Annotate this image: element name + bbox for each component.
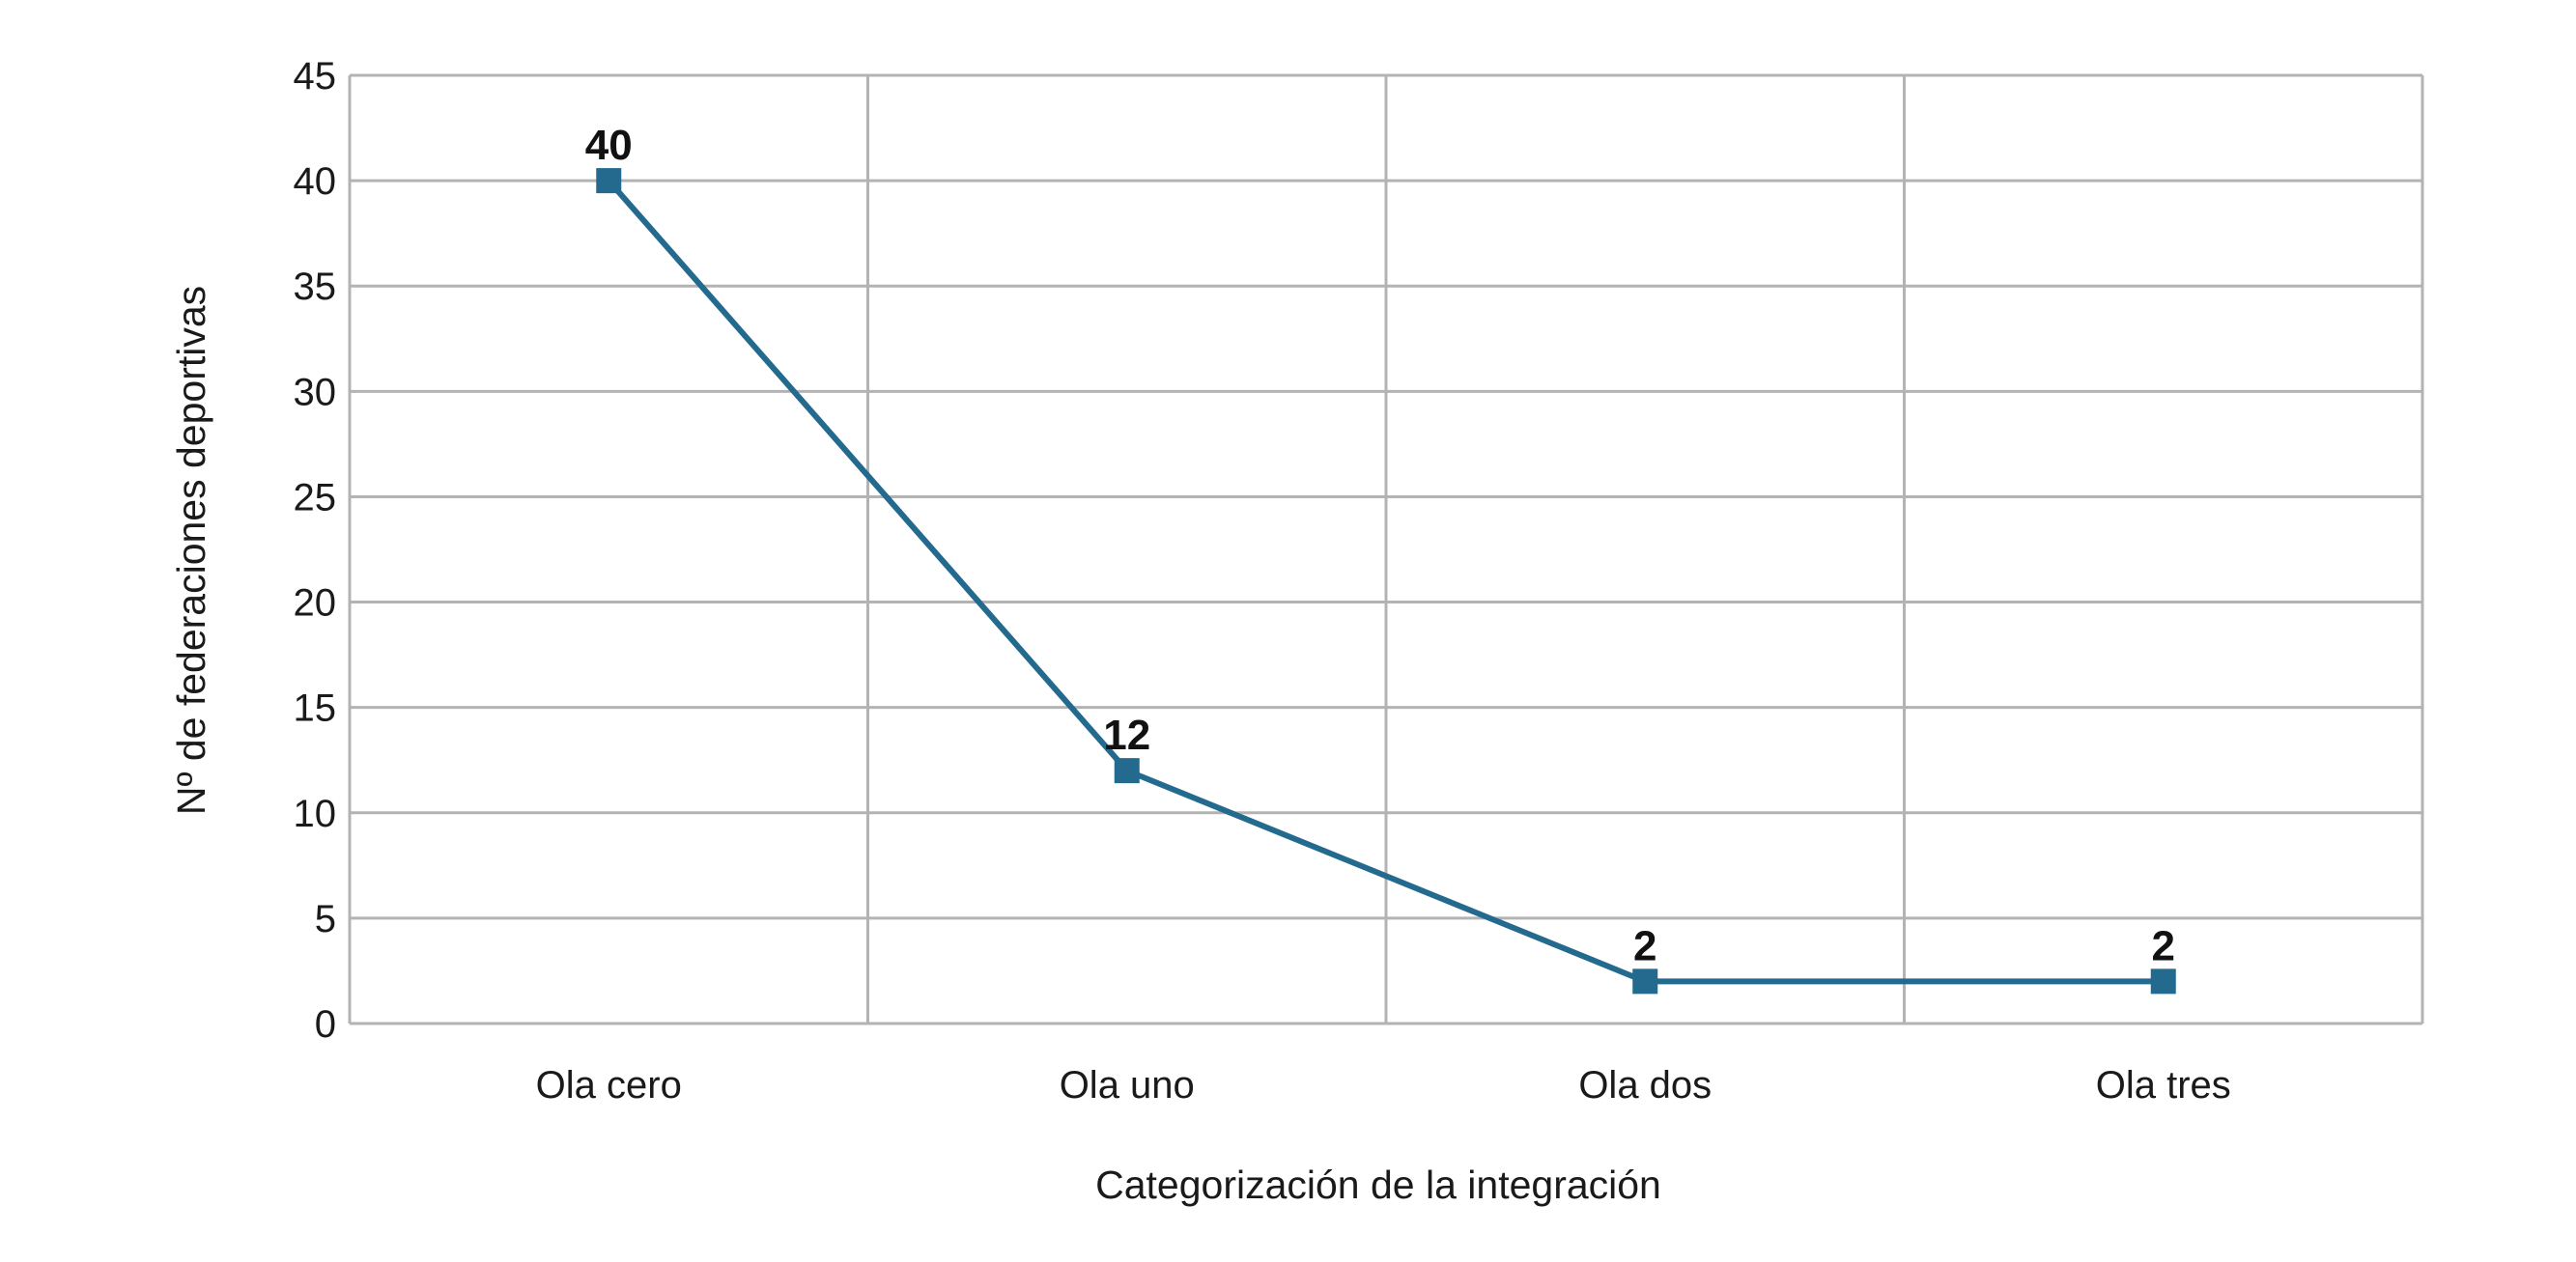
y-tick-label: 45 bbox=[294, 55, 337, 98]
y-tick-label: 0 bbox=[315, 1003, 336, 1046]
data-labels: 40 12 2 2 bbox=[585, 122, 2175, 969]
y-tick-label: 20 bbox=[294, 582, 337, 625]
data-label: 12 bbox=[1103, 712, 1150, 759]
data-point-marker bbox=[2150, 968, 2176, 995]
data-label: 40 bbox=[585, 122, 633, 169]
series-group bbox=[596, 168, 2176, 995]
y-tick-label: 25 bbox=[294, 476, 337, 519]
data-label: 2 bbox=[2152, 922, 2175, 969]
x-tick-label: Ola uno bbox=[1060, 1064, 1195, 1107]
y-tick-label: 10 bbox=[294, 793, 337, 835]
y-tick-label: 30 bbox=[294, 371, 337, 413]
x-tick-label: Ola cero bbox=[536, 1064, 682, 1107]
data-label: 2 bbox=[1633, 922, 1656, 969]
y-tick-label: 35 bbox=[294, 266, 337, 308]
series-line bbox=[606, 179, 2164, 985]
y-tick-label: 5 bbox=[315, 898, 336, 940]
y-tick-label: 15 bbox=[294, 687, 337, 730]
y-tick-label: 40 bbox=[294, 160, 337, 203]
x-axis-title: Categorización de la integración bbox=[1095, 1163, 1661, 1207]
x-tick-label: Ola dos bbox=[1578, 1064, 1712, 1107]
y-axis-ticks: 0 5 10 15 20 25 30 35 40 45 bbox=[294, 55, 337, 1046]
data-point-marker bbox=[596, 168, 622, 194]
x-axis-ticks: Ola cero Ola uno Ola dos Ola tres bbox=[536, 1064, 2231, 1107]
x-tick-label: Ola tres bbox=[2096, 1064, 2231, 1107]
y-axis-title: Nº de federaciones deportivas bbox=[169, 286, 213, 815]
data-point-marker bbox=[1114, 758, 1140, 784]
gridlines bbox=[348, 73, 2424, 1025]
data-point-marker bbox=[1632, 968, 1658, 995]
